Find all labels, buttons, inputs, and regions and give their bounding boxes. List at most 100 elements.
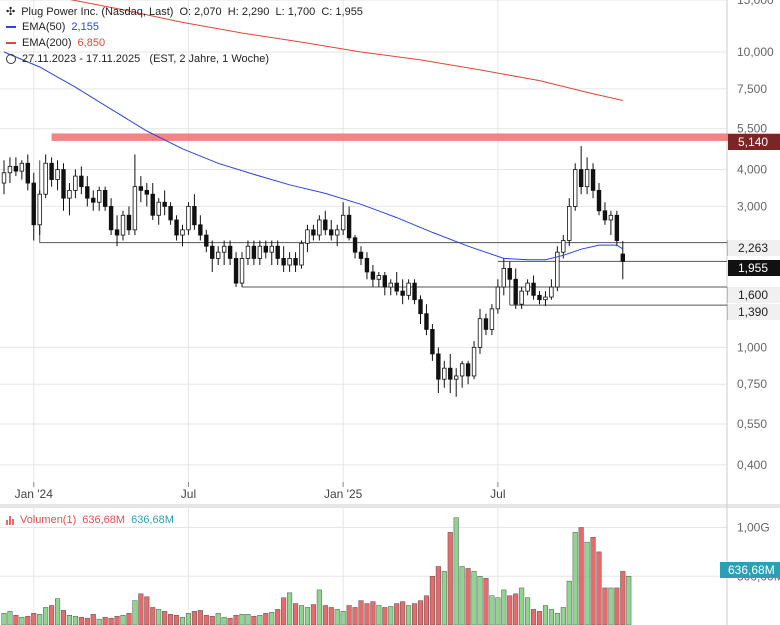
volume-bar-16: [96, 618, 102, 625]
y-tick-label-4: 4,000: [737, 163, 767, 177]
volume-bar-94: [560, 607, 566, 625]
candle-body-74: [442, 367, 447, 380]
volume-value-teal: 636,68M: [131, 514, 174, 526]
candle-body-72: [430, 329, 435, 355]
candle-body-61: [364, 258, 370, 273]
volume-bar-85: [507, 595, 513, 625]
ema200-value: 6,850: [77, 37, 106, 49]
volume-bar-62: [370, 601, 376, 625]
x-tick-label-2: Jan '25: [324, 487, 363, 501]
volume-bar-76: [453, 517, 459, 625]
ema200-label: EMA(200): [22, 37, 72, 49]
candle-body-8: [49, 162, 54, 180]
candle-body-11: [67, 189, 72, 199]
candle-body-101: [602, 210, 608, 221]
candle-body-49: [293, 258, 298, 266]
candle-body-54: [323, 219, 328, 231]
candle-body-39: [233, 258, 239, 284]
candle-body-75: [448, 367, 453, 380]
volume-bar-37: [221, 616, 227, 625]
chart-settings-icon[interactable]: ✣: [6, 6, 16, 18]
volume-bar-95: [566, 580, 572, 625]
candle-body-50: [299, 242, 304, 266]
candle-body-32: [192, 206, 197, 226]
volume-bar-93: [554, 613, 560, 625]
volume-bar-83: [495, 597, 501, 625]
period-legend: 27.11.2023 - 17.11.2025 (EST, 2 Jahre, 1…: [6, 53, 269, 65]
volume-bar-2: [13, 615, 19, 625]
volume-bar-26: [156, 609, 162, 625]
candle-body-3: [19, 162, 25, 172]
candle-body-103: [614, 214, 620, 241]
candle-body-42: [251, 245, 257, 259]
candle-body-35: [210, 245, 215, 259]
candle-body-1: [7, 165, 13, 174]
ema200-line: [69, 0, 623, 101]
y-tick-label-0: 15,000: [737, 0, 774, 7]
volume-bar-28: [168, 614, 174, 625]
y-tick-label-7: 0,750: [737, 377, 767, 391]
volume-bar-98: [584, 541, 590, 625]
volume-bar-90: [536, 611, 543, 625]
candle-body-64: [382, 275, 387, 288]
candle-body-97: [578, 169, 584, 188]
candle-body-100: [596, 189, 602, 212]
candle-body-2: [13, 165, 19, 172]
ema200-legend: EMA(200) 6,850: [6, 37, 105, 49]
volume-bar-97: [578, 527, 584, 625]
volume-bar-64: [382, 607, 388, 625]
volume-bar-39: [233, 615, 239, 625]
vol-tick-label-0: 1,00G: [737, 521, 770, 535]
volume-bar-23: [138, 593, 144, 625]
volume-bar-15: [90, 614, 96, 625]
volume-bar-24: [144, 596, 150, 625]
candle-body-90: [537, 294, 542, 301]
candle-body-33: [198, 224, 203, 236]
candle-body-5: [31, 182, 36, 226]
volume-bar-17: [102, 616, 108, 625]
candle-body-94: [561, 240, 566, 253]
volume-tag: 636,68M: [720, 562, 780, 578]
candle-body-44: [263, 245, 268, 253]
candle-body-15: [91, 197, 96, 203]
candle-body-34: [204, 234, 209, 247]
y-tick-label-6: 1,000: [737, 340, 767, 354]
volume-bar-4: [25, 615, 31, 625]
chart-header: ✣ Plug Power Inc. (Nasdaq, Last) O: 2,07…: [6, 5, 363, 19]
candle-body-60: [358, 251, 364, 259]
volume-bar-52: [310, 604, 316, 625]
volume-bar-70: [417, 600, 424, 625]
candle-body-4: [25, 162, 30, 184]
candle-body-68: [406, 282, 411, 296]
volume-bar-61: [364, 603, 370, 625]
ema50-value: 2,155: [71, 21, 99, 33]
candle-body-73: [436, 353, 441, 380]
volume-title: Volumen(1): [20, 514, 77, 526]
volume-bar-46: [275, 609, 281, 625]
candle-body-69: [412, 282, 417, 301]
candle-body-87: [519, 290, 524, 305]
volume-bar-53: [316, 589, 322, 625]
candle-body-93: [555, 251, 560, 288]
volume-bar-92: [548, 609, 554, 625]
volume-bar-42: [251, 615, 257, 625]
y-tick-label-8: 0,550: [737, 417, 767, 431]
volume-bar-74: [441, 571, 447, 625]
candle-body-53: [317, 219, 322, 236]
y-tick-label-1: 10,000: [737, 45, 774, 59]
candle-body-78: [465, 363, 471, 377]
volume-bar-3: [19, 616, 25, 625]
candle-body-67: [400, 290, 405, 296]
candle-body-7: [43, 162, 48, 195]
candle-body-51: [305, 229, 310, 244]
price-tag-level-1390: 1,390: [727, 304, 780, 320]
volume-bar-6: [37, 614, 43, 625]
volume-legend: Volumen(1) 636,68M 636,68M: [6, 514, 174, 526]
volume-bar-54: [322, 605, 328, 625]
ema200-swatch: [6, 42, 16, 44]
volume-bar-50: [298, 605, 305, 625]
candle-body-17: [102, 189, 108, 207]
volume-bar-34: [203, 615, 209, 625]
candle-body-95: [567, 206, 572, 241]
x-tick-label-0: Jan '24: [15, 487, 54, 501]
